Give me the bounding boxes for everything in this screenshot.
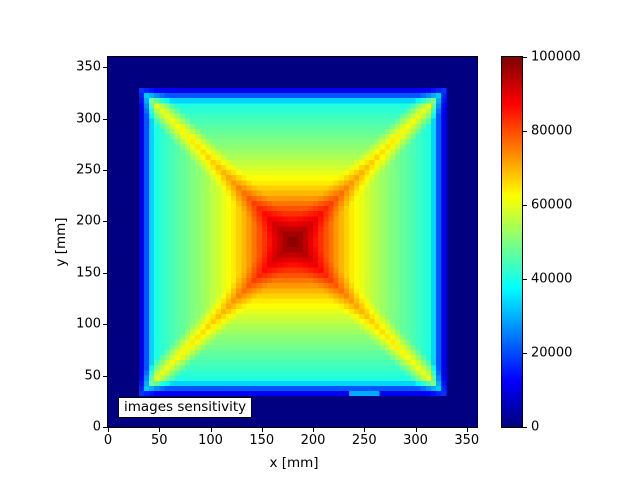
colorbar-tick-mark: [523, 205, 527, 206]
colorbar-tick-label: 80000: [531, 123, 573, 139]
x-tick-mark: [210, 428, 212, 432]
plot-area: [107, 56, 478, 428]
y-tick-mark: [103, 118, 107, 120]
y-tick-label: 300: [76, 111, 101, 127]
colorbar: [501, 56, 523, 428]
y-tick-mark: [103, 221, 107, 223]
y-tick-label: 100: [76, 316, 101, 332]
y-tick-mark: [103, 324, 107, 326]
annotation-box: images sensitivity: [118, 397, 253, 418]
x-tick-mark: [466, 428, 468, 432]
y-tick-mark: [103, 67, 107, 69]
colorbar-tick-label: 40000: [531, 271, 573, 287]
x-tick-mark: [313, 428, 314, 432]
y-tick-label: 150: [76, 265, 101, 281]
x-tick-label: 150: [249, 433, 275, 448]
x-axis-label: x [mm]: [269, 455, 319, 471]
x-tick-label: 0: [103, 433, 113, 448]
colorbar-tick-label: 100000: [531, 49, 581, 65]
x-tick-mark: [261, 428, 263, 432]
x-tick-mark: [415, 428, 417, 432]
x-tick-mark: [108, 428, 109, 432]
y-tick-label: 0: [92, 419, 101, 435]
y-tick-mark: [103, 170, 107, 172]
colorbar-tick-mark: [523, 131, 527, 132]
x-tick-label: 50: [150, 433, 168, 448]
heatmap-image: [108, 57, 477, 427]
y-axis-label: y [mm]: [53, 217, 69, 267]
colorbar-tick-mark: [523, 57, 527, 58]
x-tick-mark: [364, 428, 366, 432]
colorbar-tick-mark: [523, 353, 527, 354]
x-tick-label: 200: [300, 433, 326, 448]
colorbar-tick-label: 60000: [531, 197, 573, 213]
x-tick-label: 100: [198, 433, 223, 448]
x-tick-label: 350: [454, 433, 480, 448]
y-tick-label: 350: [76, 59, 101, 75]
y-tick-label: 50: [84, 368, 101, 384]
colorbar-tick-label: 0: [531, 419, 540, 435]
x-tick-label: 300: [403, 433, 428, 448]
y-tick-mark: [103, 427, 107, 428]
colorbar-gradient: [502, 57, 522, 427]
colorbar-tick-mark: [523, 427, 527, 428]
y-tick-label: 250: [76, 162, 101, 178]
colorbar-tick-label: 20000: [531, 345, 573, 361]
y-tick-mark: [103, 272, 107, 274]
colorbar-tick-mark: [523, 279, 527, 280]
x-tick-mark: [159, 428, 161, 432]
y-tick-mark: [103, 375, 107, 377]
annotation-label: images sensitivity: [124, 399, 247, 415]
y-tick-label: 200: [76, 213, 101, 229]
x-tick-label: 250: [351, 433, 377, 448]
